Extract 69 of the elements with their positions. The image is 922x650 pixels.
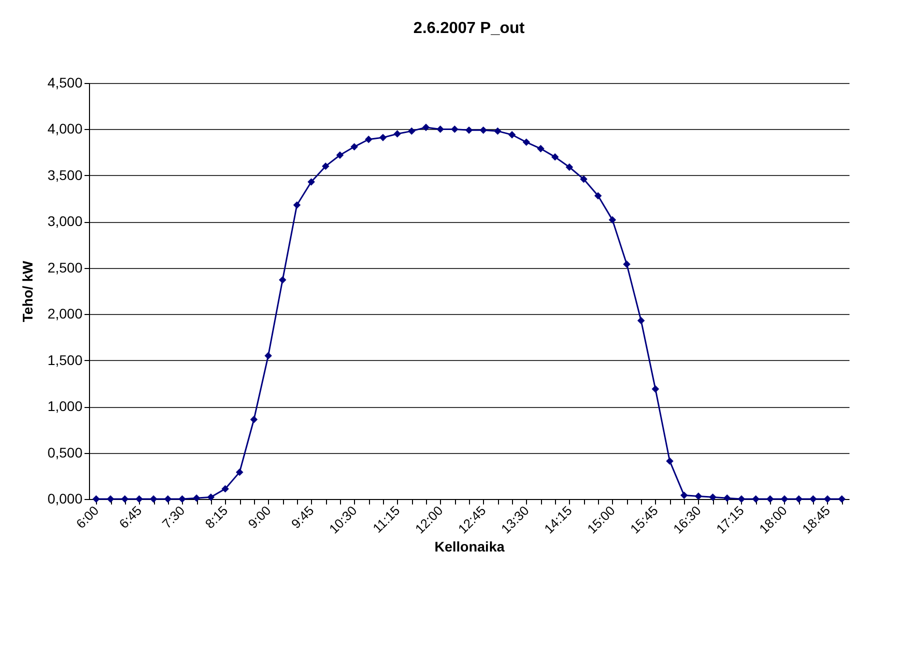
point <box>422 124 430 132</box>
x-tick-label: 8:15 <box>202 502 231 532</box>
point <box>766 495 774 503</box>
point <box>164 495 172 503</box>
point <box>308 178 315 186</box>
point <box>394 130 402 138</box>
point <box>250 416 258 424</box>
point <box>379 134 387 142</box>
point <box>795 495 803 503</box>
point <box>436 126 444 133</box>
point <box>450 126 458 133</box>
point <box>92 495 100 503</box>
point <box>680 492 688 500</box>
point <box>623 260 630 268</box>
point <box>236 468 244 476</box>
point <box>522 138 530 146</box>
y-tick-label: 4,500 <box>47 74 83 90</box>
x-tick-label: 6:45 <box>116 502 145 532</box>
y-tick-label: 3,500 <box>47 166 83 183</box>
y-tick-label: 4,000 <box>47 120 83 137</box>
point <box>723 494 731 502</box>
point <box>809 495 817 503</box>
point <box>838 495 846 503</box>
y-tick-label: 0,500 <box>47 444 83 460</box>
point <box>494 127 502 135</box>
point <box>694 492 702 500</box>
point <box>551 153 559 161</box>
point <box>566 163 574 171</box>
x-tick-label: 7:30 <box>159 502 188 532</box>
point <box>278 276 286 284</box>
point <box>322 162 330 170</box>
point <box>364 136 372 144</box>
point <box>480 126 488 134</box>
point <box>264 352 272 360</box>
x-tick-label: 9:00 <box>245 502 274 532</box>
point <box>150 495 158 503</box>
point <box>121 495 129 503</box>
point <box>207 493 215 501</box>
point <box>293 201 301 209</box>
point <box>666 457 674 465</box>
y-tick-label: 3,000 <box>47 213 83 230</box>
point <box>652 385 660 393</box>
point <box>178 495 186 503</box>
point <box>824 495 832 503</box>
point <box>106 495 114 503</box>
y-axis-title: Teho/ kW <box>19 260 36 322</box>
x-axis-title: Kellonaika <box>434 538 505 554</box>
y-tick-label: 2,500 <box>47 259 83 276</box>
point <box>738 495 746 503</box>
point <box>594 192 602 200</box>
point <box>752 495 760 503</box>
point <box>580 175 588 183</box>
point <box>608 216 616 224</box>
y-tick-label: 1,500 <box>47 352 83 368</box>
point <box>336 151 344 159</box>
y-tick-label: 1,000 <box>47 398 83 414</box>
x-tick-label: 9:45 <box>288 502 317 532</box>
point <box>536 144 544 152</box>
point <box>637 316 645 324</box>
point <box>408 127 416 135</box>
y-tick-label: 2,000 <box>47 306 83 322</box>
point <box>780 495 788 503</box>
point <box>222 485 229 493</box>
point <box>350 143 358 150</box>
point <box>465 126 473 134</box>
point <box>709 493 716 501</box>
point <box>192 494 200 502</box>
point <box>135 495 143 503</box>
chart-title: 2.6.2007 P_out <box>413 20 526 37</box>
